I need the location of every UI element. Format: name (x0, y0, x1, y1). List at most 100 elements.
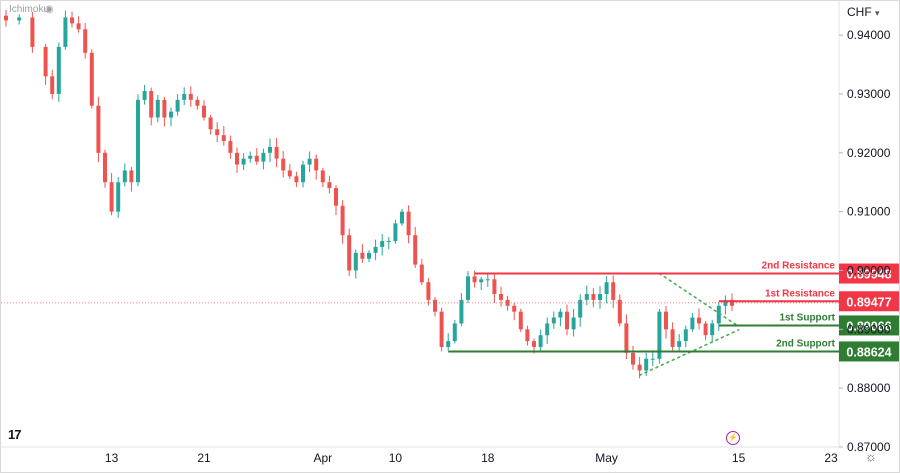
candle-body (499, 294, 503, 300)
time-axis[interactable]: 13 21 Apr 10 18 May 15 23 (105, 451, 838, 465)
candle-body (56, 46, 61, 94)
candle-body (261, 152, 266, 162)
candle-body (89, 52, 94, 106)
candle-body (63, 17, 68, 47)
currency-label[interactable]: CHF ▾ (847, 5, 880, 19)
level-price-tag (839, 263, 899, 284)
price-tick-label: 0.91000 (847, 205, 891, 219)
candle-body (43, 46, 48, 77)
candle-body (670, 329, 675, 347)
candle-body (677, 341, 682, 347)
candle-body (248, 155, 253, 159)
level-name: 1st Resistance (765, 288, 835, 299)
candle-body (228, 141, 233, 153)
candle-body (571, 317, 576, 330)
candle-body (294, 176, 299, 183)
candle-body (241, 158, 246, 165)
candle-body (624, 323, 629, 353)
candle-body (268, 146, 272, 153)
currency-code: CHF (847, 5, 872, 19)
indicator-legend[interactable]: Ichimoku (9, 4, 50, 15)
level-name: 1st Support (779, 312, 835, 323)
candle-body (413, 235, 418, 265)
candle-body (347, 235, 352, 271)
price-tick-label: 0.93000 (847, 87, 891, 101)
candle-body (142, 91, 147, 100)
tradingview-logo: 17 (8, 427, 22, 442)
level-name: 2nd Support (776, 338, 836, 349)
candle-body (122, 170, 127, 183)
candle-body (446, 341, 451, 347)
candle-body (637, 364, 642, 371)
candle-body (17, 17, 22, 21)
candle-body (584, 294, 589, 300)
candle-body (525, 329, 530, 342)
candle-body (723, 299, 728, 306)
candle-body (452, 323, 457, 342)
candle-body (334, 188, 338, 206)
candle-body (307, 158, 312, 165)
time-tick-label: Apr (313, 451, 332, 465)
chevron-down-icon: ▾ (875, 8, 880, 18)
candle-body (644, 358, 649, 371)
candle-body (505, 299, 510, 306)
candle-body (538, 335, 543, 347)
candle-body (367, 252, 371, 259)
candle-body (327, 182, 332, 189)
candle-body (287, 170, 292, 177)
candle-body (380, 241, 385, 247)
candle-body (690, 317, 695, 330)
candle-body (710, 323, 715, 336)
candle-body (83, 29, 88, 53)
overlays: 2nd Resistance 0.89948 1st Resistance 0.894… (1, 261, 899, 377)
candle-body (76, 23, 81, 30)
candle-body (182, 93, 187, 100)
candle-body (4, 15, 8, 21)
candle-body (360, 252, 365, 259)
eye-icon[interactable]: ◉ (45, 4, 54, 15)
price-tick-label: 0.89000 (847, 322, 891, 336)
time-tick-label: May (595, 451, 618, 465)
level-price-tag (839, 315, 899, 336)
level-price-tag (839, 341, 899, 362)
candle-body (301, 164, 305, 183)
price-tick-label: 0.90000 (847, 263, 891, 277)
triangle-lower-line (638, 329, 740, 377)
candle-body (188, 93, 193, 100)
candle-body (565, 311, 569, 330)
candle-body (400, 211, 404, 224)
candle-body (221, 135, 226, 142)
time-tick-label: 15 (732, 451, 746, 465)
candle-body (116, 182, 121, 212)
candle-body (208, 117, 213, 130)
level-price-label: 0.88624 (846, 345, 891, 359)
candle-body (518, 311, 523, 330)
candle-body (657, 311, 662, 359)
candle-body (281, 158, 286, 171)
candle-body (697, 317, 701, 324)
candle-body (664, 311, 668, 330)
candle-body (433, 299, 437, 312)
candle-body (598, 294, 602, 300)
level-price-label: 0.89477 (846, 295, 891, 309)
candle-body (254, 155, 259, 162)
candle-body (466, 276, 470, 300)
candle-body (426, 282, 431, 300)
candle-body (512, 305, 517, 312)
candle-body (149, 91, 154, 118)
candle-body (215, 129, 220, 136)
candle-body (393, 223, 398, 242)
candle-body (683, 329, 688, 342)
price-axis[interactable]: 0.94000 0.93000 0.92000 0.91000 0.90000 0.890… (839, 28, 891, 454)
gear-icon[interactable]: ☼ (865, 449, 877, 464)
candle-body (439, 311, 444, 347)
candle-body (459, 299, 464, 324)
candle-body (386, 241, 391, 243)
candle-body (195, 99, 200, 106)
lightning-icon[interactable]: ⚡ (726, 431, 740, 445)
candle-body (591, 294, 596, 300)
candle-body (162, 99, 167, 118)
candle-body (716, 305, 721, 324)
